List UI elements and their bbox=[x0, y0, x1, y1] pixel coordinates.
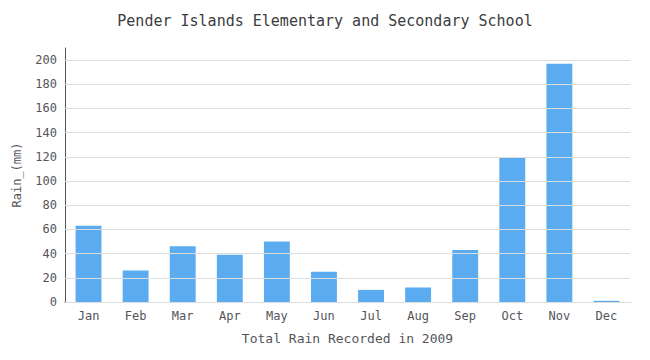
svg-text:Jun: Jun bbox=[313, 309, 335, 323]
svg-text:140: 140 bbox=[35, 126, 57, 140]
svg-text:60: 60 bbox=[43, 222, 57, 236]
svg-text:Aug: Aug bbox=[407, 309, 429, 323]
svg-text:0: 0 bbox=[50, 295, 57, 309]
svg-text:160: 160 bbox=[35, 101, 57, 115]
svg-text:Total Rain Recorded in 2009: Total Rain Recorded in 2009 bbox=[242, 331, 453, 346]
svg-text:Nov: Nov bbox=[549, 309, 571, 323]
svg-text:20: 20 bbox=[43, 271, 57, 285]
svg-text:200: 200 bbox=[35, 53, 57, 67]
svg-text:Oct: Oct bbox=[501, 309, 523, 323]
svg-text:Jan: Jan bbox=[78, 309, 100, 323]
svg-text:Rain_(mm): Rain_(mm) bbox=[10, 142, 24, 207]
svg-text:180: 180 bbox=[35, 77, 57, 91]
svg-text:Mar: Mar bbox=[172, 309, 194, 323]
svg-text:Dec: Dec bbox=[596, 309, 618, 323]
svg-text:Jul: Jul bbox=[360, 309, 382, 323]
svg-text:Pender Islands Elementary and: Pender Islands Elementary and Secondary … bbox=[117, 12, 532, 30]
svg-text:80: 80 bbox=[43, 198, 57, 212]
svg-text:Sep: Sep bbox=[454, 309, 476, 323]
svg-text:Apr: Apr bbox=[219, 309, 241, 323]
svg-text:May: May bbox=[266, 309, 288, 323]
svg-text:120: 120 bbox=[35, 150, 57, 164]
svg-text:Feb: Feb bbox=[125, 309, 147, 323]
svg-text:40: 40 bbox=[43, 247, 57, 261]
svg-text:100: 100 bbox=[35, 174, 57, 188]
